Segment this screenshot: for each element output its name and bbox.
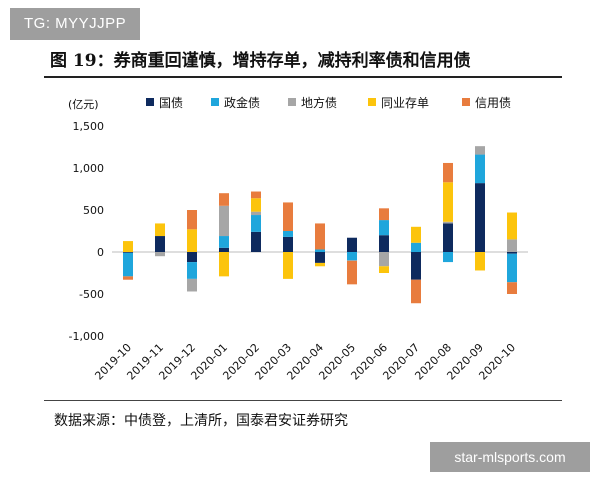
- legend: 国债 政金债 地方债 同业存单 信用债: [146, 95, 511, 110]
- bar-segment: [475, 183, 485, 252]
- legend-swatch: [146, 98, 154, 106]
- legend-swatch: [288, 98, 296, 106]
- source-rule: [44, 400, 562, 401]
- bar-segment: [347, 252, 357, 261]
- bar-segment: [123, 252, 133, 277]
- bar-segment: [123, 241, 133, 252]
- bar-segment: [443, 221, 453, 224]
- x-axis: 2019-102019-112019-122020-012020-022020-…: [92, 341, 518, 383]
- bar-segment: [443, 182, 453, 222]
- bar-segment: [219, 247, 229, 252]
- bar-segment: [507, 282, 517, 294]
- bar-segment: [219, 205, 229, 237]
- bar-segment: [123, 276, 133, 280]
- y-tick-label: 1,500: [73, 120, 105, 133]
- bar-segment: [347, 260, 357, 285]
- y-axis-label: (亿元): [68, 98, 99, 111]
- bar-segment: [347, 260, 357, 261]
- y-axis: -1,000 -500 0 500 1,000 1,500: [69, 120, 104, 343]
- bar-segment: [379, 266, 389, 273]
- legend-label: 信用债: [475, 96, 511, 110]
- y-tick-label: -500: [79, 288, 104, 301]
- bar-segment: [187, 252, 197, 263]
- legend-swatch: [368, 98, 376, 106]
- bar-segment: [283, 231, 293, 237]
- bar-segment: [187, 278, 197, 292]
- bar-segment: [379, 235, 389, 252]
- bar-segment: [379, 208, 389, 221]
- legend-label: 政金债: [224, 95, 260, 110]
- data-source-note: 数据来源：中债登，上清所，国泰君安证券研究: [54, 413, 348, 429]
- legend-label: 国债: [159, 96, 183, 110]
- bar-segment: [283, 252, 293, 279]
- bar-segment: [155, 252, 165, 257]
- bar-segment: [187, 210, 197, 230]
- watermark-badge-bottom: star-mlsports.com: [430, 442, 590, 472]
- y-tick-label: 0: [97, 246, 104, 259]
- bar-segment: [443, 252, 453, 263]
- bar-segment: [411, 242, 421, 252]
- bar-segment: [379, 220, 389, 236]
- bar-segment: [507, 252, 517, 254]
- y-tick-label: 500: [83, 204, 104, 217]
- bar-segment: [251, 231, 261, 252]
- bar-segment: [315, 262, 325, 267]
- legend-swatch: [211, 98, 219, 106]
- bar-segment: [187, 229, 197, 252]
- legend-label: 地方债: [301, 95, 337, 110]
- bar-segment: [315, 252, 325, 263]
- bar-segment: [251, 215, 261, 232]
- bar-segment: [347, 237, 357, 252]
- bar-segment: [251, 211, 261, 216]
- legend-label: 同业存单: [381, 96, 429, 110]
- chart-svg: -1,000 -500 0 500 1,000 1,500 (亿元) 2019-10201…: [68, 95, 528, 383]
- bar-segment: [411, 279, 421, 304]
- bar-segment: [219, 252, 229, 277]
- bar-segment: [283, 202, 293, 231]
- bar-segment: [507, 239, 517, 252]
- bar-segment: [507, 253, 517, 283]
- bar-segment: [283, 236, 293, 252]
- title-rule: [44, 76, 562, 78]
- bar-segment: [443, 162, 453, 183]
- bar-segment: [251, 191, 261, 199]
- bar-segment: [475, 154, 485, 184]
- chart-title: 图 19：券商重回谨慎，增持存单，减持利率债和信用债: [50, 51, 471, 71]
- y-tick-label: -1,000: [69, 330, 104, 343]
- bar-segment: [379, 252, 389, 267]
- bar-segment: [475, 146, 485, 155]
- y-tick-label: 1,000: [73, 162, 105, 175]
- bar-segment: [475, 252, 485, 271]
- bar-segment: [411, 226, 421, 243]
- bar-segment: [443, 223, 453, 252]
- watermark-badge-top: TG: MYYJJPP: [10, 8, 141, 40]
- bar-segment: [155, 223, 165, 237]
- bar-segment: [251, 198, 261, 212]
- bars-layer: [123, 146, 517, 304]
- bar-segment: [219, 193, 229, 206]
- bar-segment: [123, 252, 133, 253]
- bar-segment: [187, 262, 197, 279]
- bar-segment: [411, 252, 421, 280]
- bar-segment: [155, 236, 165, 252]
- bar-segment: [315, 223, 325, 250]
- bar-segment: [507, 212, 517, 240]
- bar-segment: [315, 249, 325, 252]
- legend-swatch: [462, 98, 470, 106]
- bar-segment: [219, 236, 229, 248]
